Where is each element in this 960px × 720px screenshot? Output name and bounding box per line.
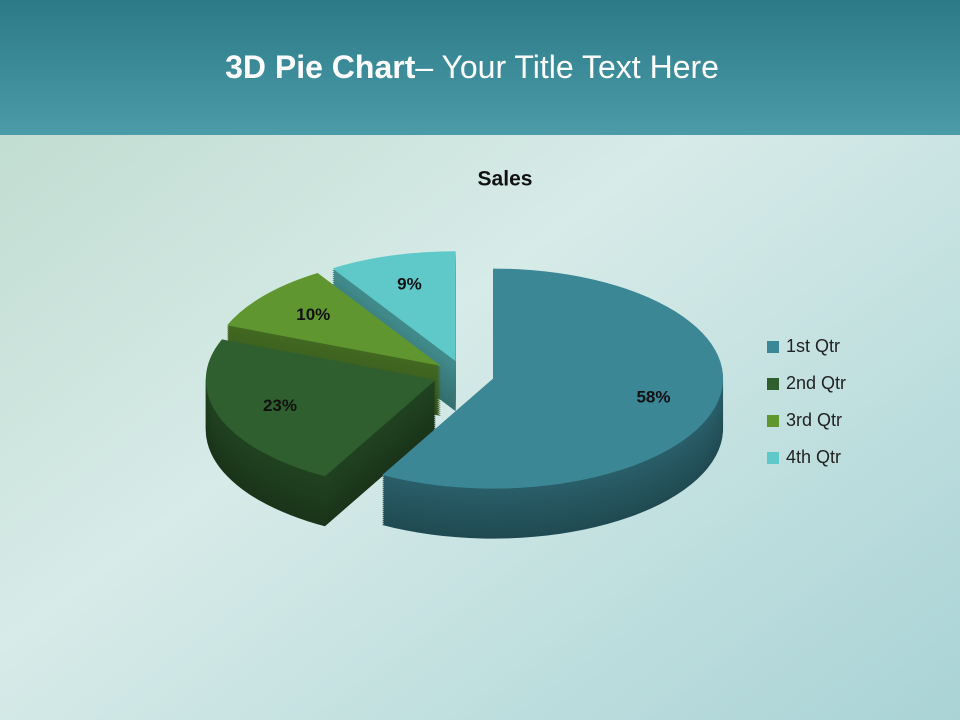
legend-swatch	[767, 341, 779, 353]
legend-swatch	[767, 415, 779, 427]
slice	[332, 251, 456, 362]
slice	[227, 272, 441, 366]
legend-label: 4th Qtr	[786, 447, 841, 467]
slice	[382, 268, 724, 489]
data-label: 9%	[397, 275, 422, 294]
title-rest: – Your Title Text Here	[415, 49, 719, 85]
legend-label: 3rd Qtr	[786, 410, 842, 430]
pie: 58% 23% 10% 9%	[205, 251, 724, 539]
title-bold: 3D Pie Chart	[225, 49, 416, 85]
chart-title: Sales	[478, 168, 533, 191]
legend-swatch	[767, 452, 779, 464]
legend-swatch	[767, 378, 779, 390]
legend-label: 1st Qtr	[786, 336, 840, 356]
legend-label: 2nd Qtr	[786, 373, 846, 393]
data-label: 58%	[636, 388, 670, 407]
slide-title: 3D Pie Chart– Your Title Text Here	[225, 49, 719, 85]
slice	[205, 339, 436, 477]
data-label: 23%	[263, 396, 297, 415]
legend: 1st Qtr 2nd Qtr 3rd Qtr 4th Qtr	[767, 336, 846, 467]
data-label: 10%	[296, 305, 330, 324]
header-band	[0, 0, 960, 135]
